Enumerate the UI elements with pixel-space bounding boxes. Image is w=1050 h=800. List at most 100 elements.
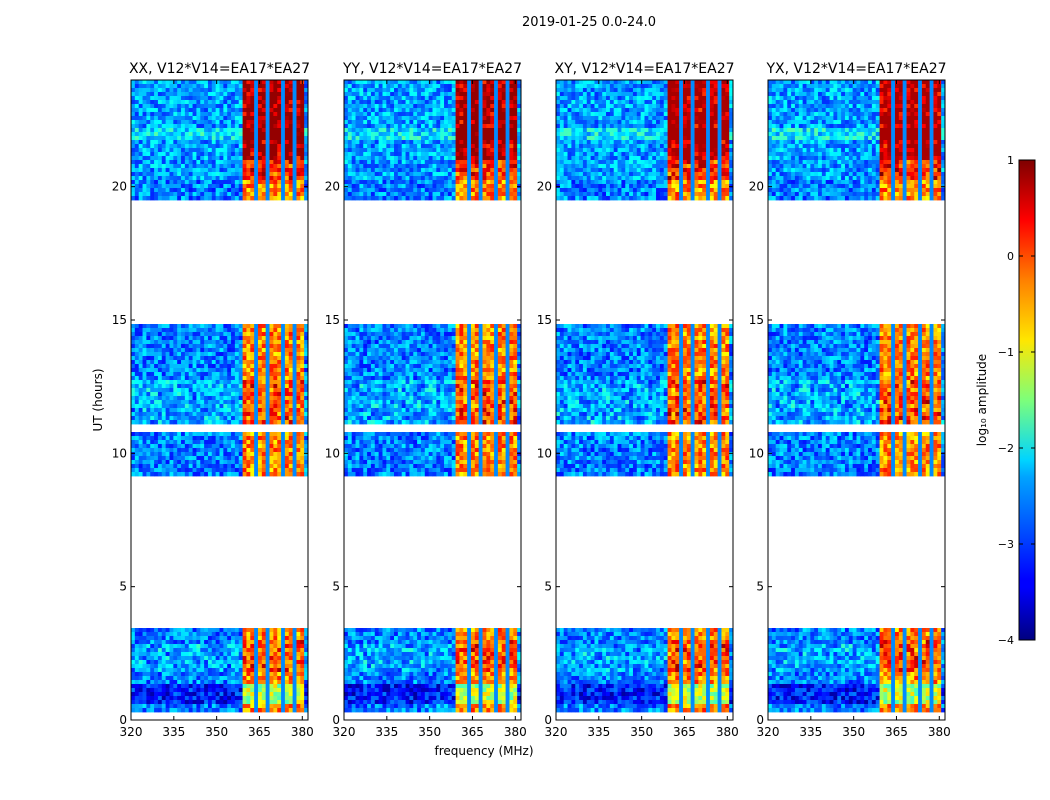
heatmap-cell [300,184,304,188]
heatmap-cell [281,412,285,416]
heatmap-cell [169,404,173,408]
heatmap-cell [135,156,139,160]
heatmap-cell [135,356,139,360]
heatmap-cell [262,108,266,112]
heatmap-cell [227,380,231,384]
heatmap-cell [204,124,208,128]
heatmap-cell [158,680,162,684]
heatmap-cell [254,88,258,92]
heatmap-cell [200,92,204,96]
heatmap-cell [300,192,304,196]
heatmap-cell [293,92,297,96]
heatmap-cell [293,128,297,132]
heatmap-cell [285,184,289,188]
heatmap-cell [185,188,189,192]
heatmap-cell [235,416,239,420]
heatmap-cell [173,420,177,424]
heatmap-cell [193,108,197,112]
heatmap-cell [258,392,262,396]
heatmap-cell [166,144,170,148]
heatmap-cell [227,148,231,152]
heatmap-cell [208,168,212,172]
heatmap-cell [235,656,239,660]
heatmap-cell [139,448,143,452]
heatmap-cell [166,640,170,644]
heatmap-cell [204,692,208,696]
heatmap-cell [135,164,139,168]
heatmap-cell [243,168,247,172]
heatmap-cell [273,436,277,440]
heatmap-cell [293,468,297,472]
heatmap-cell [285,696,289,700]
heatmap-cell [281,88,285,92]
heatmap-cell [300,440,304,444]
heatmap-cell [270,664,274,668]
heatmap-cell [169,328,173,332]
heatmap-cell [216,108,220,112]
heatmap-cell [200,164,204,168]
heatmap-cell [273,356,277,360]
heatmap-cell [169,92,173,96]
heatmap-cell [258,156,262,160]
heatmap-cell [177,640,181,644]
heatmap-cell [166,116,170,120]
heatmap-cell [270,396,274,400]
heatmap-cell [216,672,220,676]
heatmap-cell [193,416,197,420]
heatmap-cell [243,188,247,192]
heatmap-cell [216,448,220,452]
heatmap-cell [277,352,281,356]
heatmap-cell [227,452,231,456]
heatmap-cell [220,452,224,456]
heatmap-cell [216,392,220,396]
heatmap-cell [146,108,150,112]
heatmap-cell [270,172,274,176]
heatmap-cell [223,396,227,400]
heatmap-cell [273,144,277,148]
heatmap-cell [193,664,197,668]
heatmap-cell [246,332,250,336]
heatmap-cell [158,156,162,160]
heatmap-cell [181,640,185,644]
heatmap-cell [270,184,274,188]
heatmap-cell [193,120,197,124]
heatmap-cell [216,128,220,132]
heatmap-cell [135,184,139,188]
heatmap-cell [196,172,200,176]
heatmap-cell [177,84,181,88]
heatmap-cell [162,168,166,172]
heatmap-cell [185,444,189,448]
heatmap-cell [277,136,281,140]
heatmap-cell [250,468,254,472]
heatmap-cell [285,376,289,380]
heatmap-cell [185,628,189,632]
heatmap-cell [131,336,135,340]
heatmap-cell [135,108,139,112]
heatmap-cell [154,108,158,112]
heatmap-cell [177,472,181,476]
heatmap-cell [293,684,297,688]
heatmap-cell [216,188,220,192]
heatmap-cell [293,124,297,128]
heatmap-cell [285,392,289,396]
heatmap-cell [227,352,231,356]
heatmap-cell [200,444,204,448]
heatmap-cell [139,372,143,376]
heatmap-cell [162,164,166,168]
heatmap-cell [146,464,150,468]
heatmap-cell [196,176,200,180]
heatmap-cell [289,444,293,448]
heatmap-cell [166,440,170,444]
heatmap-cell [146,436,150,440]
heatmap-cell [262,392,266,396]
heatmap-cell [273,680,277,684]
heatmap-cell [277,192,281,196]
heatmap-cell [239,448,243,452]
heatmap-cell [150,84,154,88]
heatmap-cell [216,444,220,448]
heatmap-cell [281,640,285,644]
heatmap-cell [250,136,254,140]
heatmap-cell [208,148,212,152]
heatmap-cell [200,336,204,340]
heatmap-cell [266,80,270,84]
